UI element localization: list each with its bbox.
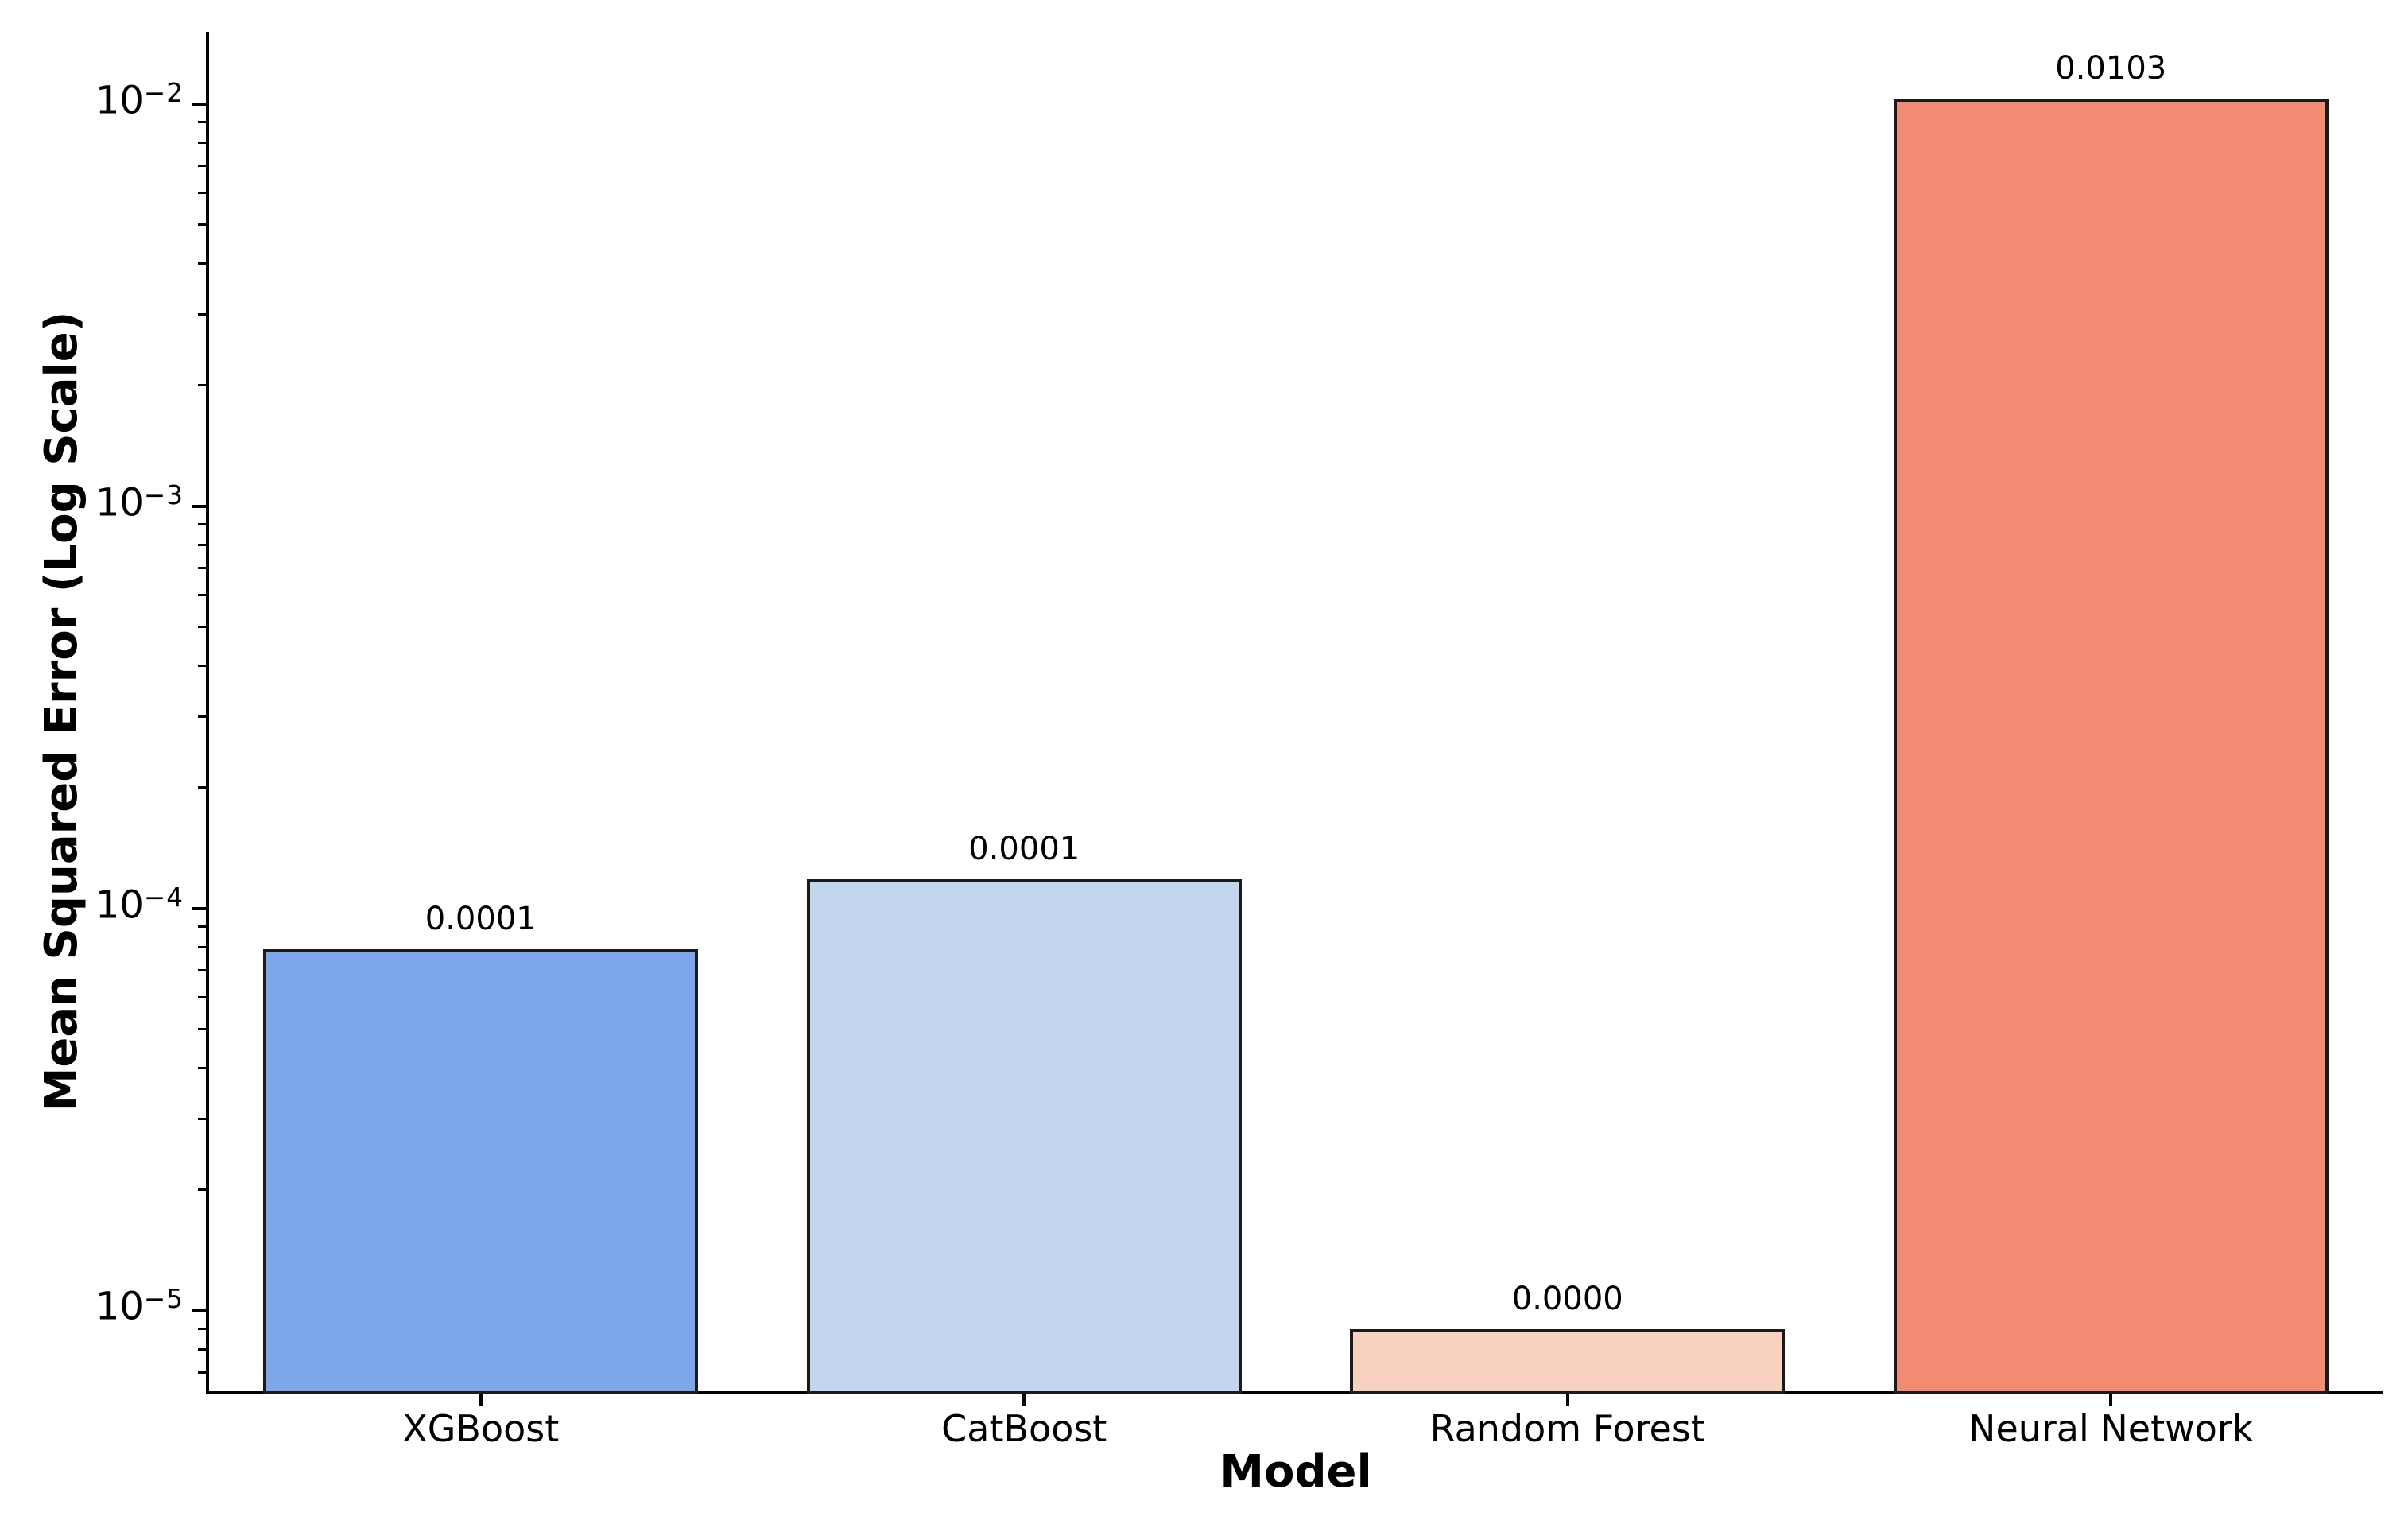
y-minor-tick — [198, 665, 206, 668]
y-minor-tick — [198, 715, 206, 718]
bar-value-label: 0.0000 — [1511, 1280, 1623, 1317]
x-tick — [1565, 1394, 1569, 1406]
x-tick — [2109, 1394, 2113, 1406]
x-tick — [479, 1394, 483, 1406]
y-minor-tick — [198, 1028, 206, 1031]
x-tick-label-random-forest: Random Forest — [1429, 1407, 1705, 1450]
y-minor-tick — [198, 969, 206, 972]
y-minor-tick — [198, 383, 206, 386]
bar-xgboost — [263, 949, 699, 1394]
bar-value-label: 0.0001 — [968, 831, 1080, 868]
y-minor-tick — [198, 121, 206, 124]
x-tick-label-neural-network: Neural Network — [1968, 1407, 2254, 1450]
y-minor-tick — [198, 523, 206, 526]
y-axis-line — [206, 32, 209, 1394]
y-tick-label: 10−2 — [95, 77, 184, 123]
y-minor-tick — [198, 594, 206, 597]
y-minor-tick — [198, 262, 206, 266]
bar-value-label: 0.0103 — [2055, 50, 2167, 87]
y-axis-title: Mean Squared Error (Log Scale) — [36, 311, 87, 1112]
y-minor-tick — [198, 925, 206, 929]
y-minor-tick — [198, 192, 206, 195]
y-minor-tick — [198, 142, 206, 145]
y-minor-tick — [198, 1348, 206, 1351]
bar-catboost — [806, 879, 1242, 1394]
y-minor-tick — [198, 223, 206, 227]
y-tick-label: 10−4 — [95, 882, 184, 928]
x-tick — [1022, 1394, 1026, 1406]
bar-neural-network — [1893, 99, 2329, 1394]
y-minor-tick — [198, 1067, 206, 1070]
x-tick-label-xgboost: XGBoost — [402, 1407, 560, 1450]
y-minor-tick — [198, 165, 206, 168]
y-minor-tick — [198, 626, 206, 629]
y-minor-tick — [198, 1117, 206, 1120]
y-minor-tick — [198, 544, 206, 547]
y-major-tick — [192, 1309, 206, 1313]
y-major-tick — [192, 102, 206, 106]
y-minor-tick — [198, 1188, 206, 1191]
x-axis-line — [206, 1391, 2383, 1394]
y-tick-label: 10−5 — [95, 1284, 184, 1330]
y-minor-tick — [198, 996, 206, 999]
y-major-tick — [192, 504, 206, 508]
y-minor-tick — [198, 946, 206, 949]
x-axis-title: Model — [1220, 1446, 1372, 1498]
y-minor-tick — [198, 567, 206, 570]
bar-value-label: 0.0001 — [425, 901, 537, 938]
x-tick-label-catboost: CatBoost — [941, 1407, 1107, 1450]
y-minor-tick — [198, 785, 206, 789]
y-minor-tick — [198, 312, 206, 316]
y-minor-tick — [198, 1371, 206, 1375]
y-minor-tick — [198, 1328, 206, 1331]
y-tick-label: 10−3 — [95, 479, 184, 525]
y-major-tick — [192, 906, 206, 910]
bar-random-forest — [1350, 1328, 1786, 1394]
